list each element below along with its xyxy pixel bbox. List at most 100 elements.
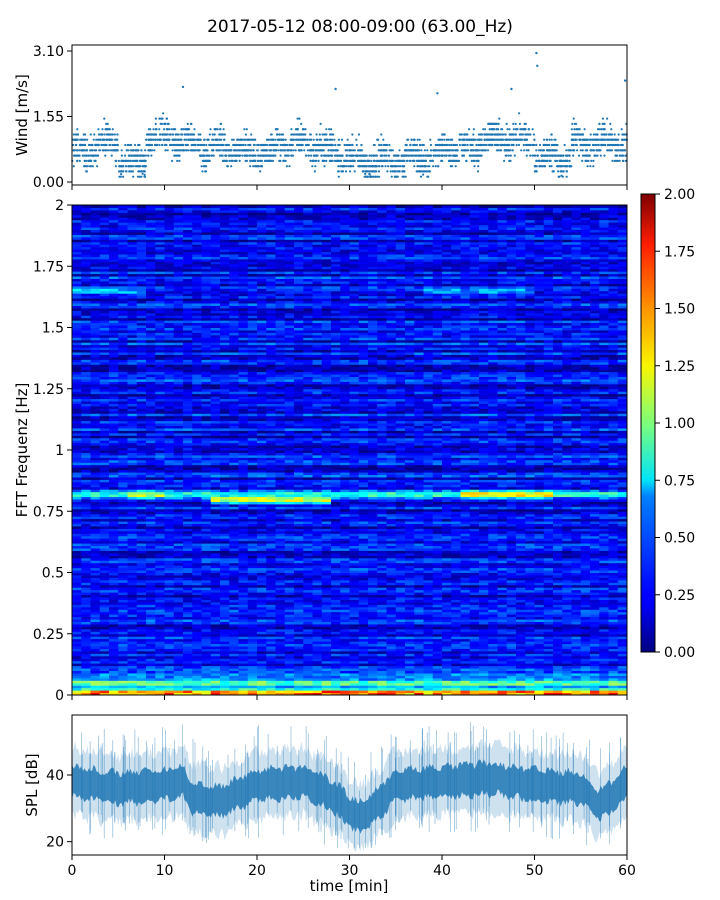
wind-point bbox=[348, 154, 351, 157]
wind-point bbox=[607, 149, 611, 152]
wind-point bbox=[572, 117, 575, 120]
wind-point bbox=[483, 138, 486, 141]
wind-point bbox=[420, 149, 423, 152]
wind-point bbox=[351, 159, 354, 162]
wind-point bbox=[536, 154, 539, 157]
wind-point bbox=[624, 149, 627, 152]
wind-point bbox=[349, 143, 352, 147]
wind-point bbox=[477, 165, 480, 168]
wind-point bbox=[72, 133, 75, 136]
wind-point bbox=[244, 159, 247, 162]
wind-point bbox=[497, 122, 500, 125]
wind-point bbox=[413, 165, 416, 168]
wind-point bbox=[534, 154, 537, 157]
wind-point bbox=[243, 138, 246, 141]
wind-point bbox=[321, 133, 324, 136]
wind-point bbox=[489, 122, 492, 125]
wind-point bbox=[380, 149, 383, 152]
wind-point bbox=[441, 159, 444, 162]
wind-point bbox=[205, 143, 208, 147]
wind-point bbox=[225, 159, 228, 162]
wind-point bbox=[569, 165, 572, 168]
wind-point bbox=[130, 154, 133, 157]
wind-point bbox=[279, 138, 282, 141]
wind-point bbox=[349, 170, 352, 173]
wind-point bbox=[288, 143, 291, 147]
wind-point bbox=[448, 154, 451, 157]
wind-point bbox=[250, 133, 253, 136]
wind-point bbox=[154, 138, 157, 141]
wind-point bbox=[163, 143, 167, 147]
wind-point bbox=[572, 149, 575, 152]
wind-point bbox=[527, 149, 530, 152]
wind-point bbox=[114, 159, 117, 162]
wind-point bbox=[144, 159, 147, 162]
wind-point bbox=[193, 128, 196, 131]
wind-point bbox=[312, 138, 315, 141]
wind-point bbox=[328, 128, 331, 131]
wind-point bbox=[463, 143, 466, 147]
wind-point bbox=[586, 138, 589, 141]
wind-point bbox=[223, 133, 226, 136]
wind-point bbox=[337, 138, 340, 141]
wind-point bbox=[153, 133, 156, 136]
wind-point bbox=[183, 149, 186, 152]
wind-point bbox=[141, 172, 144, 175]
wind-point bbox=[124, 143, 127, 147]
wind-point bbox=[188, 128, 191, 131]
wind-point bbox=[89, 133, 92, 136]
wind-point bbox=[137, 154, 140, 157]
wind-point bbox=[302, 128, 305, 131]
wind-point bbox=[168, 128, 171, 131]
wind-point bbox=[505, 122, 508, 125]
wind-point bbox=[421, 159, 424, 162]
wind-point bbox=[494, 122, 498, 125]
wind-point bbox=[248, 143, 252, 147]
wind-point bbox=[274, 138, 277, 141]
wind-point bbox=[204, 170, 208, 173]
wind-point bbox=[370, 154, 373, 157]
wind-point bbox=[356, 154, 359, 157]
wind-point bbox=[222, 138, 226, 141]
wind-point bbox=[372, 154, 375, 157]
wind-point bbox=[410, 149, 413, 152]
wind-point bbox=[510, 133, 514, 136]
wind-point bbox=[111, 138, 114, 141]
wind-point bbox=[444, 143, 447, 147]
wind-point bbox=[443, 138, 446, 141]
wind-point bbox=[452, 159, 455, 162]
wind-point bbox=[209, 128, 212, 131]
wind-point bbox=[598, 128, 601, 131]
wind-point bbox=[336, 154, 339, 157]
wind-point bbox=[382, 149, 385, 152]
wind-point bbox=[499, 143, 502, 147]
wind-point bbox=[482, 128, 485, 131]
wind-point bbox=[315, 154, 318, 157]
wind-point bbox=[362, 154, 365, 157]
wind-point bbox=[541, 154, 544, 157]
wind-point bbox=[556, 165, 560, 168]
wind-point bbox=[176, 154, 179, 157]
wind-point bbox=[565, 175, 568, 178]
wind-point bbox=[104, 149, 107, 152]
wind-point bbox=[404, 175, 407, 178]
wind-point bbox=[220, 143, 223, 147]
wind-point bbox=[154, 122, 157, 125]
wind-point bbox=[510, 87, 513, 91]
wind-point bbox=[310, 154, 313, 157]
wind-point bbox=[241, 149, 244, 152]
wind-point bbox=[327, 149, 330, 152]
wind-point bbox=[416, 138, 419, 141]
wind-point bbox=[162, 112, 165, 115]
wind-point bbox=[386, 159, 389, 162]
wind-point bbox=[610, 133, 613, 136]
wind-point bbox=[451, 149, 454, 152]
wind-point bbox=[159, 122, 162, 125]
wind-point bbox=[203, 138, 206, 141]
wind-point bbox=[303, 138, 307, 141]
wind-point bbox=[244, 133, 247, 136]
wind-point bbox=[489, 138, 492, 141]
wind-point bbox=[315, 133, 318, 136]
wind-point bbox=[219, 128, 222, 131]
wind-point bbox=[80, 143, 83, 147]
